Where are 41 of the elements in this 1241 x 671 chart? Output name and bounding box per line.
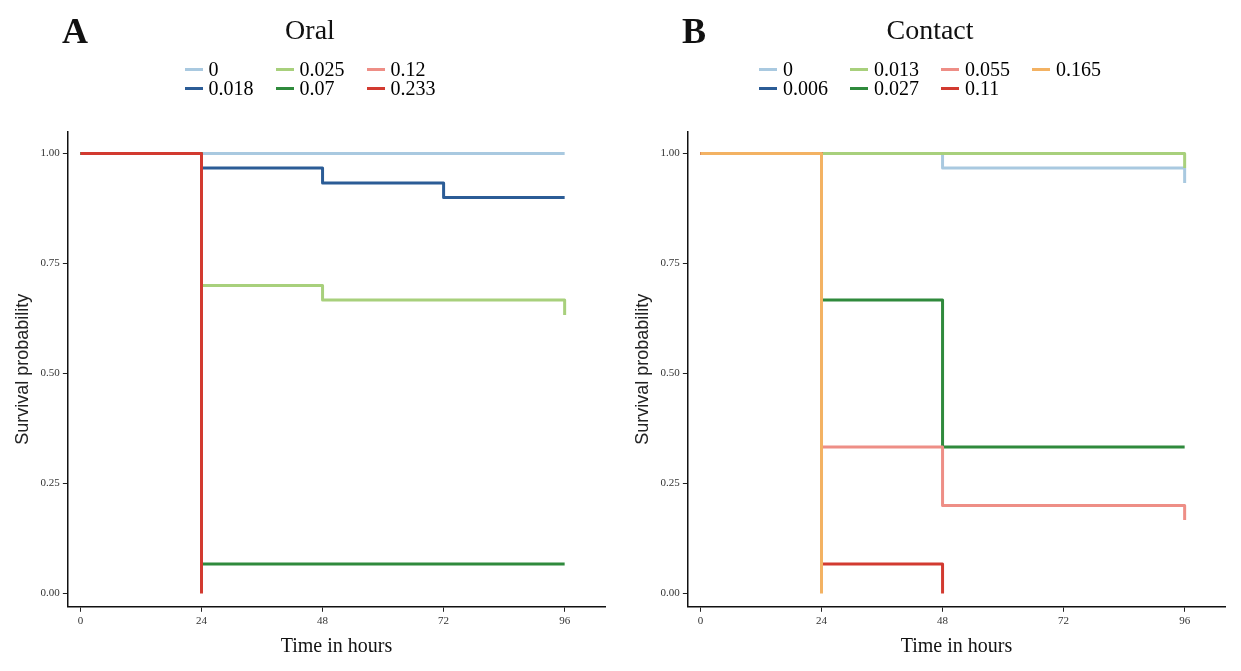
legend-label: 0	[783, 58, 793, 80]
x-axis-title: Time in hours	[280, 634, 393, 657]
y-tick-label: 0.75	[660, 256, 681, 269]
x-tick-label: 48	[317, 614, 329, 627]
legend-label: 0.233	[390, 77, 436, 99]
chart-title: Contact	[886, 14, 974, 45]
legend-label: 0.027	[874, 77, 919, 99]
x-tick-label: 24	[816, 614, 828, 627]
x-tick-label: 48	[937, 614, 949, 627]
y-axis-title: Survival probability	[631, 293, 652, 445]
y-tick-label: 0.25	[660, 476, 681, 489]
legend-label: 0.013	[874, 58, 919, 80]
y-tick-label: 0.25	[40, 476, 61, 489]
x-tick-label: 72	[438, 614, 450, 627]
y-tick-label: 0.00	[660, 586, 681, 599]
x-tick-label: 96	[559, 614, 571, 627]
legend-label: 0.018	[208, 77, 254, 99]
text: A	[62, 10, 88, 52]
y-tick-label: 1.00	[40, 146, 61, 159]
chart-title: Oral	[285, 14, 335, 45]
legend-label: 0.025	[299, 58, 345, 80]
legend-label: 0.07	[299, 77, 335, 99]
x-tick-label: 72	[1058, 614, 1070, 627]
legend-label: 0.055	[965, 58, 1010, 80]
y-tick-label: 1.00	[660, 146, 681, 159]
legend-label: 0	[208, 58, 219, 80]
legend-label: 0.12	[390, 58, 426, 80]
x-axis-title: Time in hours	[900, 634, 1013, 657]
y-tick-label: 0.75	[40, 256, 61, 269]
legend-label: 0.165	[1056, 58, 1101, 80]
x-tick-label: 0	[77, 614, 84, 627]
x-tick-label: 96	[1179, 614, 1191, 627]
y-tick-label: 0.50	[40, 366, 61, 379]
y-axis-title: Survival probability	[11, 293, 32, 445]
x-tick-label: 24	[196, 614, 208, 627]
y-tick-label: 0.50	[660, 366, 681, 379]
text: B	[682, 10, 707, 52]
legend-label: 0.11	[965, 77, 1000, 99]
legend-label: 0.006	[783, 77, 828, 99]
y-tick-label: 0.00	[40, 586, 61, 599]
x-tick-label: 0	[697, 614, 704, 627]
